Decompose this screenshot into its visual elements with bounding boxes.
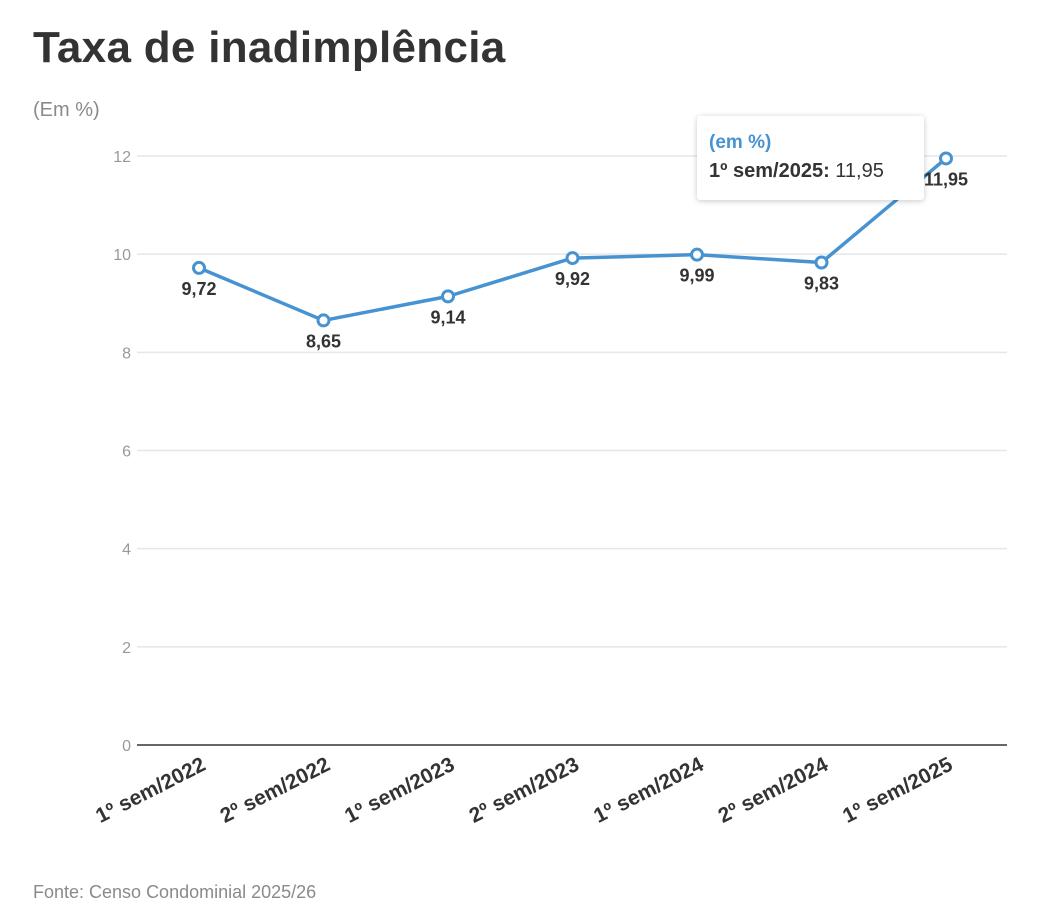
y-tick-label: 0 [122,738,131,755]
data-tooltip: (em %) 1º sem/2025: 11,95 [697,116,924,200]
chart-title: Taxa de inadimplência [33,23,506,72]
tooltip-label: 1º sem/2025: [709,160,830,182]
x-tick-label: 1º sem/2024 [590,753,707,828]
y-tick-label: 10 [113,247,131,264]
data-label: 8,65 [306,331,341,351]
data-label: 11,95 [924,169,968,189]
data-label: 9,14 [430,307,465,327]
data-point [441,289,455,304]
data-point [814,255,829,270]
data-point [565,251,580,266]
y-tick-label: 8 [122,345,131,362]
tooltip-value: 11,95 [835,160,884,182]
x-tick-label: 2º sem/2023 [466,753,583,828]
source-note: Fonte: Censo Condominial 2025/26 [33,882,317,902]
data-label: 9,99 [679,266,714,286]
y-tick-label: 6 [122,444,131,461]
chart-subtitle: (Em %) [33,99,100,121]
x-tick-label: 1º sem/2022 [92,753,209,828]
x-tick-label: 1º sem/2025 [839,753,956,828]
x-tick-label: 1º sem/2023 [341,753,458,828]
tooltip-header: (em %) [709,132,772,153]
data-label: 9,83 [804,274,839,294]
x-tick-label: 2º sem/2022 [217,753,334,828]
y-tick-label: 2 [122,640,131,657]
tooltip-line: 1º sem/2025: 11,95 [709,156,924,186]
data-label: 9,72 [181,279,216,299]
data-point [939,151,953,166]
data-label: 9,92 [555,269,590,289]
data-point [316,313,331,328]
data-point [192,260,206,275]
y-tick-label: 4 [122,542,131,559]
x-tick-label: 2º sem/2024 [715,753,832,828]
y-tick-label: 12 [113,149,131,166]
data-point [690,247,704,262]
